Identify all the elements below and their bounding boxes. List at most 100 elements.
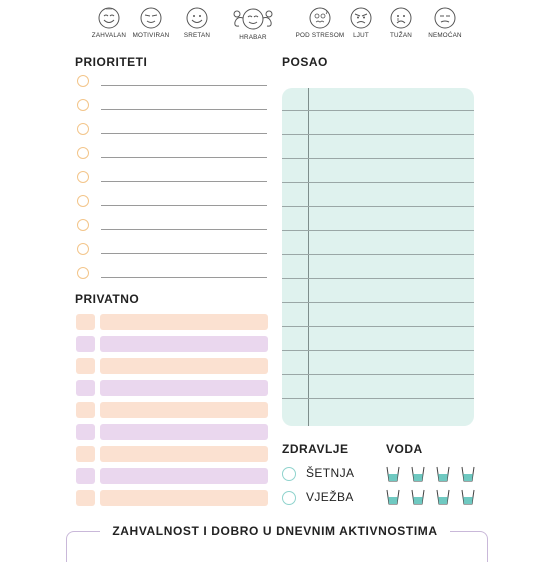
health-label: VJEŽBA	[306, 490, 354, 504]
private-entry[interactable]	[100, 358, 268, 374]
private-checkbox[interactable]	[76, 468, 95, 484]
stressed-face-icon	[309, 7, 331, 29]
priority-checkbox[interactable]	[77, 243, 89, 255]
priority-item[interactable]	[77, 195, 267, 211]
private-row[interactable]	[76, 402, 268, 418]
voda-title: VODA	[386, 442, 423, 456]
private-entry[interactable]	[100, 446, 268, 462]
private-checkbox[interactable]	[76, 446, 95, 462]
private-entry[interactable]	[100, 424, 268, 440]
private-row[interactable]	[76, 314, 268, 330]
priority-checkbox[interactable]	[77, 75, 89, 87]
mood-happy[interactable]: SRETAN	[172, 6, 222, 39]
priority-item[interactable]	[77, 267, 267, 283]
water-glass-icon[interactable]	[411, 489, 425, 505]
brave-face-icon	[233, 8, 273, 30]
priority-checkbox[interactable]	[77, 123, 89, 135]
priority-line[interactable]	[101, 181, 267, 182]
priority-checkbox[interactable]	[77, 219, 89, 231]
thankful-face-icon	[98, 7, 120, 29]
water-glass-icon[interactable]	[436, 489, 450, 505]
health-label: ŠETNJA	[306, 466, 355, 480]
mood-powerless[interactable]: NEMOĆAN	[420, 6, 470, 39]
ruled-line	[282, 158, 474, 159]
angry-face-icon	[350, 7, 372, 29]
private-checkbox[interactable]	[76, 336, 95, 352]
gratitude-title: ZAHVALNOST I DOBRO U DNEVNIM AKTIVNOSTIM…	[112, 524, 438, 538]
private-row[interactable]	[76, 446, 268, 462]
health-checkbox[interactable]	[282, 491, 296, 505]
water-glass-icon[interactable]	[411, 466, 425, 482]
priority-item[interactable]	[77, 243, 267, 259]
health-checkbox[interactable]	[282, 467, 296, 481]
private-row[interactable]	[76, 490, 268, 506]
priority-item[interactable]	[77, 171, 267, 187]
priority-line[interactable]	[101, 229, 267, 230]
ruled-line	[282, 302, 474, 303]
priority-line[interactable]	[101, 157, 267, 158]
private-row[interactable]	[76, 424, 268, 440]
priority-item[interactable]	[77, 123, 267, 139]
private-row[interactable]	[76, 358, 268, 374]
mood-thankful[interactable]: ZAHVALAN	[84, 6, 134, 39]
private-checkbox[interactable]	[76, 380, 95, 396]
motivated-face-icon	[140, 7, 162, 29]
water-glass-icon[interactable]	[386, 489, 400, 505]
mood-sad[interactable]: TUŽAN	[376, 6, 426, 39]
ruled-line	[282, 254, 474, 255]
mood-stressed[interactable]: POD STRESOM	[292, 6, 348, 39]
private-entry[interactable]	[100, 336, 268, 352]
private-checkbox[interactable]	[76, 402, 95, 418]
health-item-exercise[interactable]: VJEŽBA	[282, 490, 382, 508]
mood-label: POD STRESOM	[295, 32, 345, 39]
private-row[interactable]	[76, 468, 268, 484]
priority-checkbox[interactable]	[77, 99, 89, 111]
private-checkbox[interactable]	[76, 490, 95, 506]
priority-line[interactable]	[101, 253, 267, 254]
private-checkbox[interactable]	[76, 314, 95, 330]
water-glass-icon[interactable]	[461, 466, 475, 482]
priority-line[interactable]	[101, 133, 267, 134]
health-item-walk[interactable]: ŠETNJA	[282, 466, 382, 484]
priority-line[interactable]	[101, 109, 267, 110]
mood-angry[interactable]: LJUT	[336, 6, 386, 39]
powerless-face-icon	[434, 7, 456, 29]
mood-label: NEMOĆAN	[428, 32, 462, 39]
mood-label: SRETAN	[183, 32, 211, 39]
ruled-line	[282, 374, 474, 375]
private-entry[interactable]	[100, 380, 268, 396]
priority-line[interactable]	[101, 277, 267, 278]
mood-brave[interactable]: HRABAR	[222, 6, 284, 41]
happy-face-icon	[186, 7, 208, 29]
work-notes-area[interactable]	[282, 88, 474, 426]
priority-line[interactable]	[101, 85, 267, 86]
mood-label: LJUT	[353, 32, 369, 39]
private-checkbox[interactable]	[76, 358, 95, 374]
prioriteti-title: PRIORITETI	[75, 55, 148, 69]
private-entry[interactable]	[100, 314, 268, 330]
mood-motivated[interactable]: MOTIVIRAN	[126, 6, 176, 39]
private-entry[interactable]	[100, 490, 268, 506]
private-checkbox[interactable]	[76, 424, 95, 440]
private-row[interactable]	[76, 336, 268, 352]
priority-item[interactable]	[77, 219, 267, 235]
ruled-line	[282, 182, 474, 183]
water-glass-icon[interactable]	[436, 466, 450, 482]
priority-item[interactable]	[77, 147, 267, 163]
private-entry[interactable]	[100, 468, 268, 484]
priority-checkbox[interactable]	[77, 171, 89, 183]
mood-label: MOTIVIRAN	[132, 32, 170, 39]
sad-face-icon	[390, 7, 412, 29]
privatno-title: PRIVATNO	[75, 292, 140, 306]
private-entry[interactable]	[100, 402, 268, 418]
private-row[interactable]	[76, 380, 268, 396]
priority-item[interactable]	[77, 99, 267, 115]
water-glass-icon[interactable]	[461, 489, 475, 505]
priority-line[interactable]	[101, 205, 267, 206]
priority-checkbox[interactable]	[77, 147, 89, 159]
water-glass-icon[interactable]	[386, 466, 400, 482]
priority-checkbox[interactable]	[77, 267, 89, 279]
ruled-line	[282, 350, 474, 351]
priority-checkbox[interactable]	[77, 195, 89, 207]
priority-item[interactable]	[77, 75, 267, 91]
